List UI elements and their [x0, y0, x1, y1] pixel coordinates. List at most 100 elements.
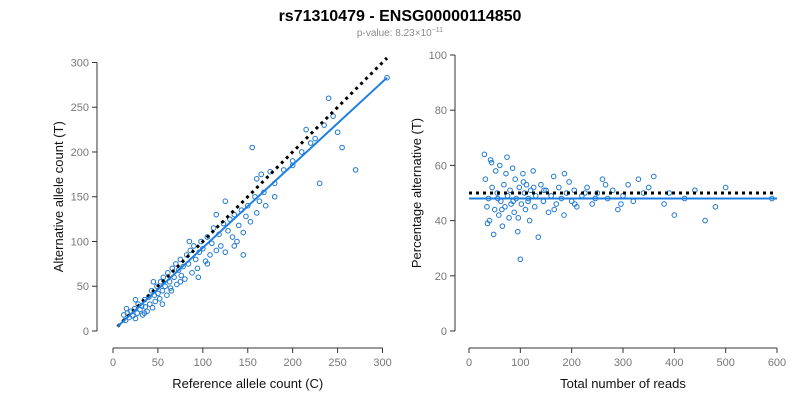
data-point: [175, 267, 182, 273]
data-point: [339, 144, 345, 151]
data-point: [352, 167, 359, 173]
data-point: [207, 252, 213, 258]
data-point: [249, 144, 256, 151]
data-point: [589, 201, 596, 207]
data-point: [566, 179, 572, 185]
data-point: [531, 204, 538, 210]
x-tick-label: 300: [373, 357, 391, 369]
data-point: [186, 238, 193, 245]
data-point: [551, 206, 558, 213]
data-point: [132, 315, 139, 322]
data-point: [561, 212, 567, 218]
data-point: [168, 287, 175, 294]
data-point: [132, 296, 139, 303]
x-axis: 0 50 100 150 200 250 300: [110, 347, 392, 369]
data-point: [204, 234, 211, 240]
data-point: [489, 184, 495, 191]
data-point: [159, 301, 166, 307]
y-axis-label: Alternative allele count (T): [51, 121, 66, 272]
data-point: [506, 215, 512, 221]
data-point: [722, 184, 729, 191]
y-tick-label: 40: [435, 216, 447, 228]
data-point: [191, 243, 197, 249]
data-point: [512, 176, 519, 182]
data-point: [213, 211, 220, 218]
fit-line: [116, 76, 388, 328]
data-point: [213, 247, 220, 254]
data-point: [517, 256, 524, 263]
pvalue-exponent: −11: [432, 27, 443, 34]
data-point: [651, 173, 657, 180]
data-point: [303, 126, 309, 133]
data-point: [225, 227, 231, 234]
data-point: [218, 243, 224, 249]
data-point: [183, 252, 190, 258]
data-point: [194, 265, 201, 272]
x-axis-label: Reference allele count (C): [172, 376, 323, 391]
data-point: [164, 292, 170, 298]
data-point: [495, 212, 502, 218]
data-point: [520, 170, 526, 177]
data-point: [635, 176, 642, 182]
data-point: [599, 176, 606, 182]
data-point: [511, 209, 517, 216]
data-point: [507, 187, 513, 194]
x-axis-label: Total number of reads: [560, 376, 686, 391]
data-point: [530, 184, 537, 191]
data-point: [523, 181, 530, 188]
data-point: [141, 310, 148, 316]
data-point: [490, 231, 497, 238]
y-tick-label: 80: [435, 105, 447, 117]
data-point: [234, 238, 240, 245]
chart-subtitle: p-value: 8.23×10−11: [357, 27, 443, 39]
data-point: [142, 304, 149, 310]
data-point: [178, 272, 185, 279]
x-tick-label: 400: [665, 357, 683, 369]
data-point: [527, 187, 534, 194]
x-tick-label: 50: [152, 357, 164, 369]
data-point: [152, 298, 159, 305]
data-point: [499, 223, 506, 229]
x-tick-label: 200: [283, 357, 301, 369]
pvalue-text: p-value: 8.23×10: [357, 28, 432, 39]
data-point: [548, 192, 554, 199]
data-point: [235, 222, 242, 229]
data-point: [271, 193, 278, 200]
x-tick-label: 0: [110, 357, 116, 369]
data-point: [526, 217, 533, 224]
data-point: [491, 206, 498, 213]
data-point: [334, 129, 341, 136]
data-point: [262, 202, 269, 209]
data-point: [520, 179, 527, 185]
data-point: [514, 228, 521, 235]
data-point: [503, 170, 509, 177]
data-point: [134, 310, 141, 316]
data-point: [189, 270, 195, 276]
data-point: [571, 201, 578, 207]
data-point: [482, 176, 489, 182]
data-point: [484, 220, 491, 227]
data-point: [602, 181, 609, 188]
data-point: [609, 187, 616, 194]
x-tick-label: 500: [716, 357, 734, 369]
x-tick-label: 600: [768, 357, 786, 369]
data-point: [538, 181, 544, 188]
data-point: [244, 202, 251, 209]
y-tick-label: 250: [71, 102, 89, 114]
data-point: [661, 201, 667, 207]
data-point: [515, 215, 522, 221]
data-point: [173, 281, 180, 288]
data-point: [321, 122, 327, 128]
data-point: [535, 234, 542, 240]
data-point: [540, 198, 547, 205]
data-point: [240, 229, 247, 236]
data-point: [492, 168, 499, 174]
y-tick-label: 200: [71, 147, 89, 159]
data-point: [671, 212, 678, 218]
data-point: [298, 149, 305, 155]
data-point: [541, 187, 547, 194]
data-point: [316, 180, 323, 187]
data-point: [307, 140, 314, 146]
data-point: [484, 204, 490, 210]
